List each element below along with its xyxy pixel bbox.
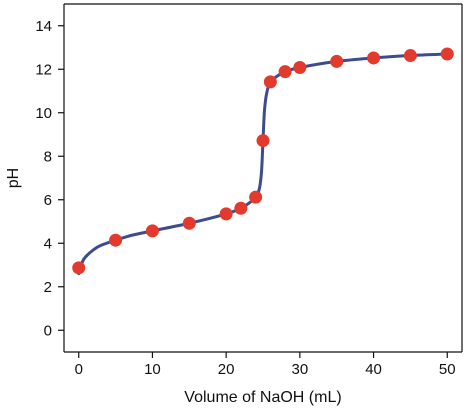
data-point [403,49,417,63]
data-point [367,51,381,65]
x-axis-ticks: 0 10 20 30 40 50 [75,352,456,378]
x-tick-label: 0 [75,361,83,378]
y-tick-label: 4 [44,235,52,252]
data-point [234,201,248,215]
data-point [263,75,277,89]
y-tick-label: 12 [35,61,52,78]
data-points [72,47,454,275]
y-axis-label: pH [5,168,22,188]
x-tick-label: 40 [365,361,382,378]
x-tick-label: 10 [144,361,161,378]
data-point [293,61,307,75]
y-axis-ticks: 0 2 4 6 8 10 12 14 [35,18,64,339]
x-tick-label: 20 [218,361,235,378]
data-point [109,233,123,247]
data-point [72,261,86,275]
data-point [256,134,270,148]
y-tick-label: 14 [35,18,52,35]
data-point [330,54,344,68]
data-point [249,190,263,204]
x-tick-label: 50 [439,361,456,378]
data-point [219,207,233,221]
titration-curve-line [77,52,449,276]
data-point [182,216,196,230]
data-point [440,47,454,61]
data-point [145,224,159,238]
x-axis-label: Volume of NaOH (mL) [184,389,341,406]
y-tick-label: 2 [44,279,52,296]
data-point [278,65,292,79]
y-tick-label: 6 [44,192,52,209]
y-tick-label: 8 [44,148,52,165]
axes [63,3,463,353]
x-tick-label: 30 [292,361,309,378]
y-tick-label: 0 [44,322,52,339]
y-tick-label: 10 [35,105,52,122]
